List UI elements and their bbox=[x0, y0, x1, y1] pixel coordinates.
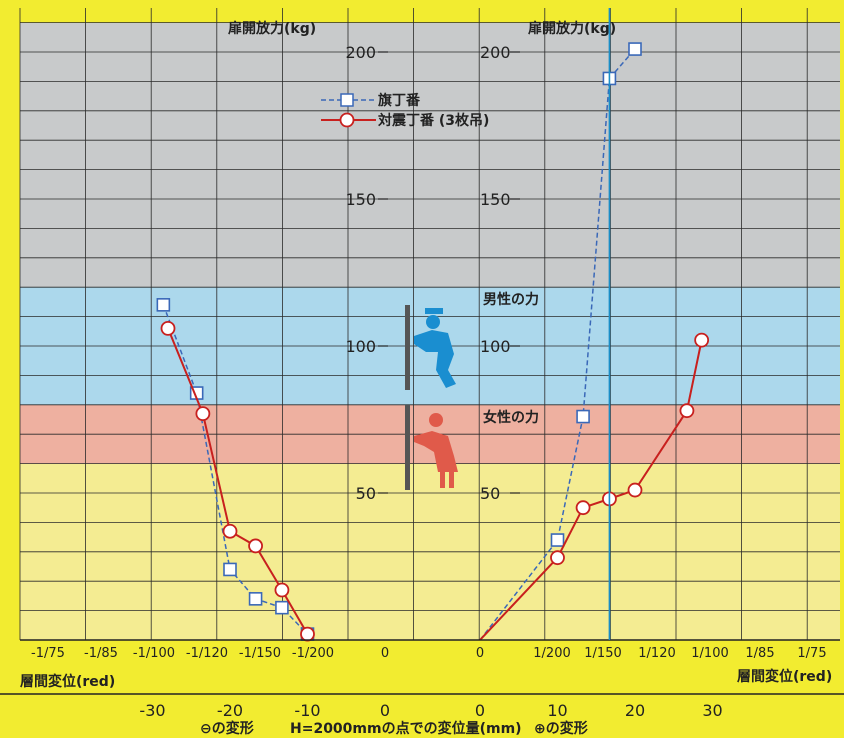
point-hatachoban-right bbox=[576, 409, 590, 424]
mm-tick-left: 0 bbox=[380, 701, 390, 720]
zone-label-female: 女性の力 bbox=[483, 409, 539, 426]
y-tick-label-right: 200 bbox=[480, 43, 511, 62]
legend-label-taishinchoban: 対震丁番 (3枚吊) bbox=[377, 112, 489, 129]
drift-label-right: 層間変位(red) bbox=[737, 668, 832, 685]
zone-band-3 bbox=[20, 22, 840, 288]
point-taishin-right bbox=[694, 332, 710, 348]
mm-tick-left: -10 bbox=[294, 701, 320, 720]
drift-tick-left: 0 bbox=[381, 646, 389, 661]
point-taishin-right bbox=[627, 482, 643, 498]
point-taishin-left bbox=[195, 406, 211, 422]
point-taishin-left bbox=[274, 582, 290, 598]
mm-tick-right: 10 bbox=[547, 701, 567, 720]
point-taishin-right bbox=[550, 550, 565, 566]
drift-tick-left: -1/120 bbox=[186, 646, 228, 661]
mm-tick-left: -30 bbox=[139, 701, 165, 720]
drift-tick-left: -1/85 bbox=[84, 646, 118, 661]
point-taishin-left bbox=[222, 523, 238, 539]
point-hatachoban-right bbox=[550, 533, 565, 547]
point-hatachoban-left bbox=[156, 298, 171, 312]
drift-tick-left: -1/75 bbox=[31, 646, 65, 661]
drift-tick-right: 1/85 bbox=[745, 646, 774, 661]
y-axis-title-left: 扉開放力(kg) bbox=[228, 20, 316, 37]
mm-tick-right: 20 bbox=[625, 701, 645, 720]
series-layer bbox=[156, 42, 710, 642]
y-axis-title-right: 扉開放力(kg) bbox=[528, 20, 616, 37]
mm-tick-right: 30 bbox=[702, 701, 722, 720]
drift-tick-right: 1/100 bbox=[691, 646, 728, 661]
drift-tick-left: -1/100 bbox=[133, 646, 175, 661]
y-tick-label-left: 50 bbox=[356, 484, 376, 503]
xlabel-center: H=2000mmの点での変位量(mm) bbox=[290, 720, 522, 737]
xlabel-minus: ⊖の変形 bbox=[200, 720, 254, 737]
y-tick-label-left: 100 bbox=[345, 337, 376, 356]
y-tick-label-left: 200 bbox=[345, 43, 376, 62]
man-pushing-door-icon bbox=[405, 305, 456, 390]
point-hatachoban-left bbox=[248, 592, 263, 606]
woman-pushing-door-icon bbox=[405, 405, 458, 490]
drift-label-left: 層間変位(red) bbox=[20, 673, 115, 690]
point-hatachoban-right bbox=[628, 42, 642, 56]
drift-tick-right: 1/75 bbox=[797, 646, 826, 661]
legend-label-hatachoban: 旗丁番 bbox=[378, 92, 421, 109]
y-tick-label-right: 100 bbox=[480, 337, 511, 356]
drift-tick-left: -1/200 bbox=[292, 646, 334, 661]
xlabel-plus: ⊕の変形 bbox=[534, 720, 588, 737]
y-tick-label-right: 150 bbox=[480, 190, 511, 209]
drift-tick-right: 1/200 bbox=[533, 646, 570, 661]
point-hatachoban-left bbox=[223, 562, 237, 577]
mm-tick-left: -20 bbox=[217, 701, 243, 720]
point-hatachoban-left bbox=[275, 600, 289, 615]
zone-label-male: 男性の力 bbox=[483, 291, 539, 308]
y-tick-label-right: 50 bbox=[480, 484, 500, 503]
drift-tick-left: -1/150 bbox=[239, 646, 281, 661]
point-taishin-left bbox=[300, 626, 315, 642]
drift-tick-right: 1/150 bbox=[584, 646, 621, 661]
point-taishin-left bbox=[248, 538, 263, 554]
y-tick-label-left: 150 bbox=[345, 190, 376, 209]
drift-tick-right: 0 bbox=[476, 646, 484, 661]
point-taishin-left bbox=[160, 320, 176, 336]
mm-tick-right: 0 bbox=[475, 701, 485, 720]
drift-tick-right: 1/120 bbox=[638, 646, 675, 661]
legend: 旗丁番 対震丁番 (3枚吊) bbox=[321, 92, 489, 129]
point-taishin-right bbox=[575, 500, 591, 516]
point-taishin-right bbox=[679, 403, 695, 419]
series-line-1-left bbox=[167, 327, 309, 635]
